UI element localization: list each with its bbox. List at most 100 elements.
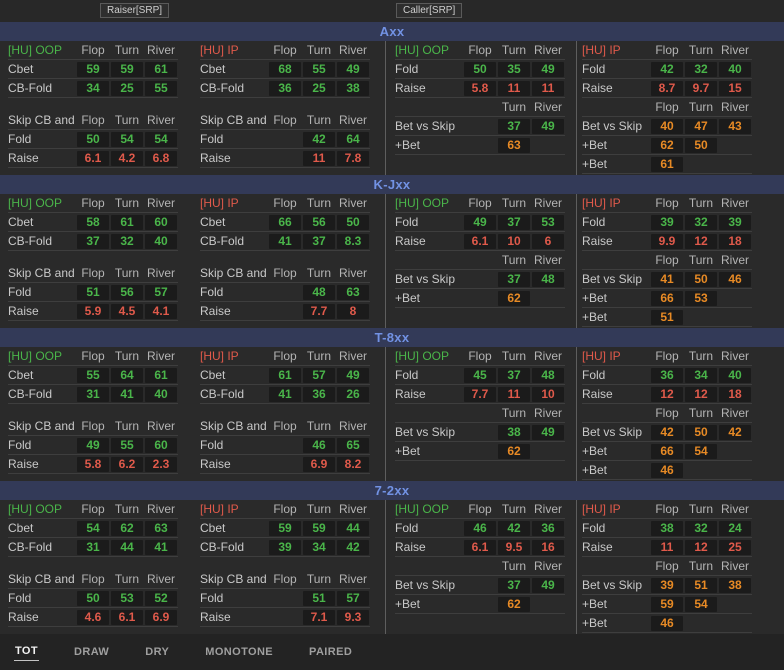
stat-row: +Bet 66 53 (582, 289, 752, 308)
group-label: [HU] OOP (8, 43, 63, 57)
stat-value: 55 (77, 367, 109, 383)
stat-value: 54 (685, 596, 717, 612)
stat-cell: 55 (110, 437, 144, 453)
stat-row: Bet vs Skip 37 49 (395, 117, 565, 136)
column-header: River (720, 559, 749, 573)
stat-cell: 60 (144, 437, 178, 453)
stat-cell: 57 (302, 367, 336, 383)
stat-value: 11 (651, 539, 683, 555)
group-label: [HU] IP (582, 349, 621, 363)
stat-cell: 59 (268, 520, 302, 536)
stat-value: 40 (719, 61, 751, 77)
stat-row: +Bet 62 (395, 442, 565, 461)
stat-cell: 55 (144, 80, 178, 96)
tab-monotone[interactable]: MONOTONE (205, 645, 274, 658)
stat-value: 60 (145, 214, 177, 230)
stat-row: Raise 8.7 9.7 15 (582, 79, 752, 98)
header-row: [HU] IP Flop Turn River (582, 41, 752, 60)
column-header: River (338, 349, 367, 363)
stat-cell: 52 (144, 590, 178, 606)
group-label: [HU] OOP (395, 349, 450, 363)
stat-value: 8.2 (337, 456, 369, 472)
stat-cell: 54 (144, 131, 178, 147)
row-gap (8, 557, 178, 570)
stat-cell: 6.1 (463, 539, 497, 555)
tab-draw[interactable]: DRAW (74, 645, 110, 658)
header-row: Skip CB and Flop Turn River (8, 111, 178, 130)
column-header: River (146, 43, 175, 57)
stat-cell: 8.3 (336, 233, 370, 249)
stat-value: 50 (77, 131, 109, 147)
stat-value: 34 (303, 539, 335, 555)
quadrant-raiser-ip: [HU] IP Flop Turn River Cbet 68 55 49 CB-Fold 36 2… (200, 41, 370, 168)
stat-cell: 39 (268, 539, 302, 555)
stat-cell: 36 (650, 367, 684, 383)
stat-row: +Bet 62 50 (582, 136, 752, 155)
stat-value: 39 (269, 539, 301, 555)
stat-value: 26 (337, 386, 369, 402)
column-header: Turn (501, 100, 527, 114)
row-label: Fold (582, 62, 606, 76)
stat-cell: 59 (76, 61, 110, 77)
stat-cell: 49 (76, 437, 110, 453)
row-label: +Bet (582, 310, 608, 324)
stat-value: 61 (269, 367, 301, 383)
tab-paired[interactable]: PAIRED (309, 645, 353, 658)
section-body: [HU] OOP Flop Turn River Cbet 59 59 61 CB-Fold 34… (0, 41, 784, 175)
stat-value: 62 (498, 443, 530, 459)
column-header: Turn (114, 502, 140, 516)
row-label: Fold (200, 438, 224, 452)
stat-value: 48 (303, 284, 335, 300)
stat-cell: 64 (110, 367, 144, 383)
stat-cell: 60 (144, 214, 178, 230)
stat-value: 64 (111, 367, 143, 383)
row-gap (200, 557, 370, 570)
stat-cell: 61 (110, 214, 144, 230)
column-header: River (146, 572, 175, 586)
stat-cell: 39 (650, 214, 684, 230)
column-header: River (338, 196, 367, 210)
stat-cell: 24 (718, 520, 752, 536)
stat-value: 41 (145, 539, 177, 555)
section-title: 7-2xx (0, 481, 784, 500)
stat-value: 6.1 (464, 233, 496, 249)
stat-row: Fold 45 37 48 (395, 366, 565, 385)
row-label: CB-Fold (200, 81, 245, 95)
stat-cell: 61 (144, 367, 178, 383)
section-title: Axx (0, 22, 784, 41)
stat-value: 57 (145, 284, 177, 300)
stat-cell: 15 (718, 80, 752, 96)
board-texture-section: 7-2xx [HU] OOP Flop Turn River Cbet 54 62 63 CB-F… (0, 481, 784, 634)
column-header: Flop (81, 43, 105, 57)
stat-cell: 38 (336, 80, 370, 96)
stat-row: Fold 46 42 36 (395, 519, 565, 538)
stat-cell: 46 (463, 520, 497, 536)
stat-value: 4.5 (111, 303, 143, 319)
stat-value: 6.1 (77, 150, 109, 166)
stat-row: Fold 46 65 (200, 436, 370, 455)
stat-cell: 50 (336, 214, 370, 230)
row-label: Raise (8, 457, 39, 471)
column-header: River (338, 502, 367, 516)
stat-cell: 38 (650, 520, 684, 536)
stat-value: 42 (651, 424, 683, 440)
row-label: Bet vs Skip (582, 578, 643, 592)
stat-cell: 31 (76, 539, 110, 555)
column-header: Turn (114, 266, 140, 280)
row-label: +Bet (582, 616, 608, 630)
stat-row: Cbet 66 56 50 (200, 213, 370, 232)
stat-value: 9.9 (651, 233, 683, 249)
stat-row: Fold 50 53 52 (8, 589, 178, 608)
stat-cell: 10 (531, 386, 565, 402)
tab-dry[interactable]: DRY (145, 645, 170, 658)
stat-cell: 41 (268, 386, 302, 402)
stat-value: 40 (145, 386, 177, 402)
stat-cell: 37 (497, 214, 531, 230)
tab-tot[interactable]: TOT (14, 643, 39, 661)
column-header: Turn (114, 349, 140, 363)
column-header: Turn (688, 559, 714, 573)
stat-cell: 61 (650, 156, 684, 172)
row-label: CB-Fold (200, 234, 245, 248)
stat-value: 16 (532, 539, 564, 555)
stat-value: 40 (719, 367, 751, 383)
